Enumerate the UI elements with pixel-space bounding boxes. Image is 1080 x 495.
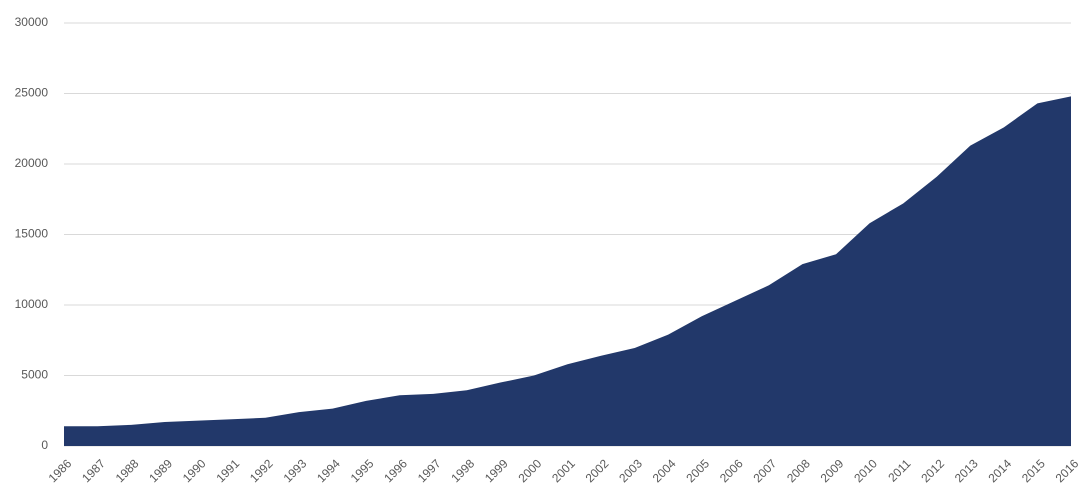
x-tick-label: 1995 [348, 456, 377, 485]
x-tick-label: 2003 [616, 456, 645, 485]
x-tick-label: 1999 [482, 456, 511, 485]
x-tick-label: 2014 [985, 456, 1014, 485]
y-tick-label: 20000 [15, 156, 49, 170]
x-tick-label: 1997 [415, 456, 444, 485]
x-tick-label: 2000 [516, 456, 545, 485]
y-tick-label: 25000 [15, 86, 49, 100]
area [64, 96, 1071, 446]
x-tick-label: 1988 [113, 456, 142, 485]
y-tick-label: 30000 [15, 15, 49, 29]
x-tick-label: 2010 [851, 456, 880, 485]
x-tick-label: 1991 [213, 456, 242, 485]
y-tick-label: 5000 [21, 368, 48, 382]
y-tick-label: 15000 [15, 227, 49, 241]
x-tick-label: 2006 [717, 456, 746, 485]
x-tick-label: 1992 [247, 456, 276, 485]
x-tick-label: 2009 [818, 456, 847, 485]
x-tick-label: 2005 [683, 456, 712, 485]
x-tick-label: 2011 [885, 456, 913, 484]
x-tick-label: 1989 [146, 456, 175, 485]
y-tick-label: 0 [41, 438, 48, 452]
x-tick-label: 1994 [314, 456, 343, 485]
y-tick-label: 10000 [15, 297, 49, 311]
x-tick-label: 2015 [1019, 456, 1048, 485]
x-tick-label: 1993 [281, 456, 310, 485]
x-tick-label: 1987 [79, 456, 108, 485]
x-tick-label: 2016 [1053, 456, 1080, 485]
x-tick-label: 2007 [750, 456, 779, 485]
x-tick-label: 2008 [784, 456, 813, 485]
x-tick-label: 1998 [448, 456, 477, 485]
x-tick-label: 1990 [180, 456, 209, 485]
x-tick-label: 2013 [952, 456, 981, 485]
x-tick-label: 1996 [381, 456, 410, 485]
x-tick-label: 2002 [583, 456, 612, 485]
x-tick-label: 1986 [46, 456, 75, 485]
x-tick-label: 2012 [918, 456, 947, 485]
x-tick-label: 2004 [650, 456, 679, 485]
x-tick-label: 2001 [549, 456, 578, 485]
